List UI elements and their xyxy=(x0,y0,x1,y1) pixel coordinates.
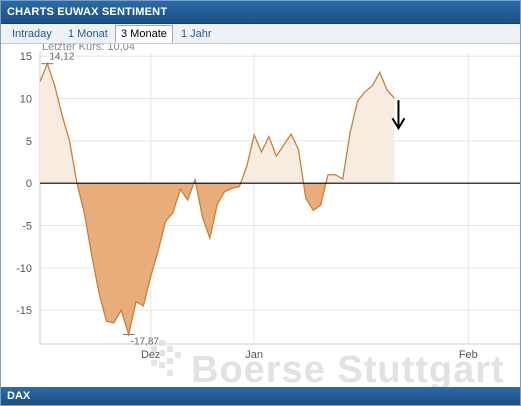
y-tick-label: 10 xyxy=(20,94,32,106)
footer-bar: DAX xyxy=(1,387,520,405)
y-tick-label: -5 xyxy=(22,221,32,233)
y-tick-label: 5 xyxy=(26,136,32,148)
timeframe-tabs: Intraday 1 Monat 3 Monate 1 Jahr xyxy=(1,24,520,44)
y-tick-label: 15 xyxy=(20,51,32,63)
y-tick-label: -10 xyxy=(16,263,32,275)
sentiment-chart: Boerse Stuttgart 15 10 5 0 -5 -10 -15 Dez Jan Feb… xyxy=(1,41,520,391)
watermark-logo-dots xyxy=(151,340,189,380)
tab-3-monate[interactable]: 3 Monate xyxy=(115,25,173,43)
footer-title: DAX xyxy=(7,390,31,402)
tab-1-jahr[interactable]: 1 Jahr xyxy=(181,28,212,40)
min-value-label: -17,87 xyxy=(131,336,160,347)
widget-title: CHARTS EUWAX SENTIMENT xyxy=(7,6,168,18)
watermark-text: Boerse Stuttgart xyxy=(191,349,505,391)
max-value-label: 14,12 xyxy=(49,52,74,63)
chart-svg: 15 10 5 0 -5 -10 -15 Dez Jan Feb Letzter Kurs: 10,… xyxy=(16,41,520,361)
series-line xyxy=(39,61,395,337)
area-negative xyxy=(76,183,326,335)
header-bar: CHARTS EUWAX SENTIMENT xyxy=(1,1,520,24)
tab-intraday[interactable]: Intraday xyxy=(12,28,52,40)
area-positive xyxy=(40,63,395,184)
down-arrow-head-icon xyxy=(391,117,406,131)
y-tick-label: -15 xyxy=(16,305,32,317)
x-tick-label: Dez xyxy=(141,349,161,361)
x-tick-label: Feb xyxy=(459,349,478,361)
last-price-label: Letzter Kurs: 10,04 xyxy=(42,44,135,53)
tab-1-monat[interactable]: 1 Monat xyxy=(68,28,108,40)
x-tick-label: Jan xyxy=(245,349,263,361)
y-tick-label: 0 xyxy=(26,178,32,190)
